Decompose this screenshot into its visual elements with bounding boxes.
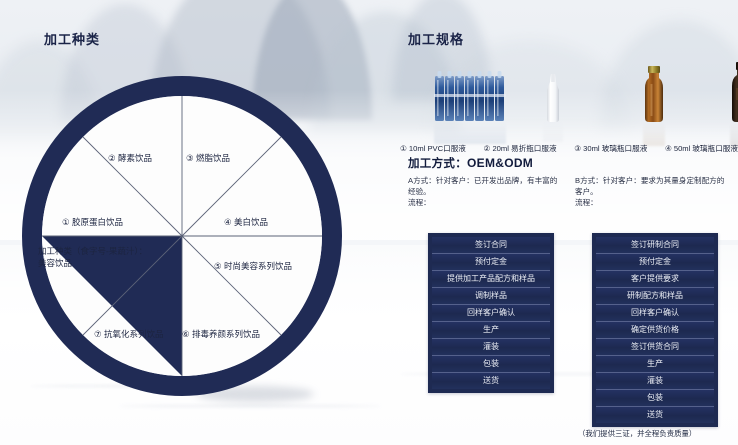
flowchart-b-step[interactable]: 签订供货合同 bbox=[596, 339, 714, 356]
bottle-pvc-ampoule-strip bbox=[434, 70, 506, 122]
method-columns: A方式：针对客户：已开发出品牌，有丰富的经验。 流程： B方式：针对客户：要求为… bbox=[408, 175, 738, 208]
wheel-slice-label-2: ② 酵素饮品 bbox=[108, 153, 152, 163]
flowchart-a-step[interactable]: 送货 bbox=[432, 373, 550, 389]
flowchart-b-step[interactable]: 回样客户确认 bbox=[596, 305, 714, 322]
method-a-desc: A方式：针对客户：已开发出品牌，有丰富的经验。 bbox=[408, 176, 558, 196]
flowchart-a-step[interactable]: 灌装 bbox=[432, 339, 550, 356]
spec-caption-2: ② 20ml 易折瓶口服液 bbox=[483, 144, 557, 153]
wheel-spokes bbox=[42, 96, 322, 376]
method-title-value: OEM&ODM bbox=[467, 156, 534, 170]
method-title-prefix: 加工方式： bbox=[408, 158, 467, 170]
method-b-flow-label: 流程： bbox=[575, 198, 598, 207]
flowchart-a-step[interactable]: 预付定金 bbox=[432, 254, 550, 271]
water-ripple bbox=[120, 405, 380, 407]
method-b-desc: B方式：针对客户：要求为其量身定制配方的客户。 bbox=[575, 176, 725, 196]
bottle-amber-glass bbox=[643, 66, 665, 122]
spec-caption-4: ④ 50ml 玻璃瓶口服液 bbox=[664, 144, 738, 153]
flowchart-b-step[interactable]: 送货 bbox=[596, 407, 714, 423]
method-a-flow-label: 流程： bbox=[408, 198, 431, 207]
spec-captions: ① 10ml PVC口服液 ② 20ml 易折瓶口服液 ③ 30ml 玻璃瓶口服… bbox=[400, 143, 738, 154]
bottle-reflection bbox=[543, 122, 563, 142]
spec-caption-3: ③ 30ml 玻璃瓶口服液 bbox=[574, 144, 648, 153]
wheel-slice-label-4: ④ 美白饮品 bbox=[224, 217, 268, 227]
specs-block: ① 10ml PVC口服液 ② 20ml 易折瓶口服液 ③ 30ml 玻璃瓶口服… bbox=[400, 28, 738, 153]
bottle-dark-glass bbox=[730, 62, 738, 122]
flowchart-b-step[interactable]: 确定供货价格 bbox=[596, 322, 714, 339]
wheel-center-note: 加工种类（食字号-果蔬汁）： 美容饮品 bbox=[38, 245, 147, 269]
flowchart-b-step[interactable]: 客户提供要求 bbox=[596, 271, 714, 288]
method-column-a: A方式：针对客户：已开发出品牌，有丰富的经验。 流程： bbox=[408, 175, 563, 208]
flowchart-b-step[interactable]: 研制配方和样品 bbox=[596, 288, 714, 305]
processing-types-wheel bbox=[22, 76, 342, 396]
bottle-white-snap bbox=[543, 74, 563, 122]
boat-shadow bbox=[196, 386, 314, 402]
spec-caption-1: ① 10ml PVC口服液 bbox=[400, 144, 466, 153]
flowchart-b-note: （我们提供三证，并全程负责质量） bbox=[578, 429, 697, 438]
wheel-slice-label-1: ① 胶原蛋白饮品 bbox=[62, 217, 123, 227]
flowchart-a-step[interactable]: 生产 bbox=[432, 322, 550, 339]
section-title-types: 加工种类 bbox=[44, 32, 101, 47]
flowchart-a: 签订合同 预付定金 提供加工产品配方和样品 调制样品 回样客户确认 生产 灌装 包装 送货 bbox=[428, 233, 554, 393]
wheel-slice-label-7: ⑦ 抗氧化系列饮品 bbox=[94, 329, 164, 339]
method-column-b: B方式：针对客户：要求为其量身定制配方的客户。 流程： bbox=[575, 175, 730, 208]
processing-method-block: 加工方式：OEM&ODM A方式：针对客户：已开发出品牌，有丰富的经验。 流程：… bbox=[408, 155, 738, 208]
bottle-reflection bbox=[434, 122, 506, 144]
flowchart-b-step[interactable]: 签订研制合同 bbox=[596, 237, 714, 254]
flowchart-a-step[interactable]: 调制样品 bbox=[432, 288, 550, 305]
flowchart-b-step[interactable]: 灌装 bbox=[596, 373, 714, 390]
flowchart-a-step[interactable]: 提供加工产品配方和样品 bbox=[432, 271, 550, 288]
flowchart-b-step[interactable]: 预付定金 bbox=[596, 254, 714, 271]
wheel-slice-label-5: ⑤ 时尚美容系列饮品 bbox=[214, 261, 292, 271]
flowchart-b: 签订研制合同 预付定金 客户提供要求 研制配方和样品 回样客户确认 确定供货价格 签订供货合… bbox=[592, 233, 718, 427]
method-title: 加工方式：OEM&ODM bbox=[408, 155, 738, 171]
section-title-specs: 加工规格 bbox=[408, 32, 465, 47]
flowchart-b-step[interactable]: 包装 bbox=[596, 390, 714, 407]
flowchart-b-step[interactable]: 生产 bbox=[596, 356, 714, 373]
flowchart-a-step[interactable]: 回样客户确认 bbox=[432, 305, 550, 322]
wheel-slice-label-3: ③ 燃脂饮品 bbox=[186, 153, 230, 163]
flowchart-a-step[interactable]: 签订合同 bbox=[432, 237, 550, 254]
bottle-row bbox=[400, 52, 738, 148]
flowchart-a-step[interactable]: 包装 bbox=[432, 356, 550, 373]
wheel-outer-ring bbox=[22, 76, 342, 396]
wheel-slice-label-6: ⑥ 排毒养颜系列饮品 bbox=[182, 329, 260, 339]
wheel-center-note-line1: 加工种类（食字号-果蔬汁）： bbox=[38, 246, 148, 256]
wheel-center-note-line2: 美容饮品 bbox=[38, 258, 73, 268]
